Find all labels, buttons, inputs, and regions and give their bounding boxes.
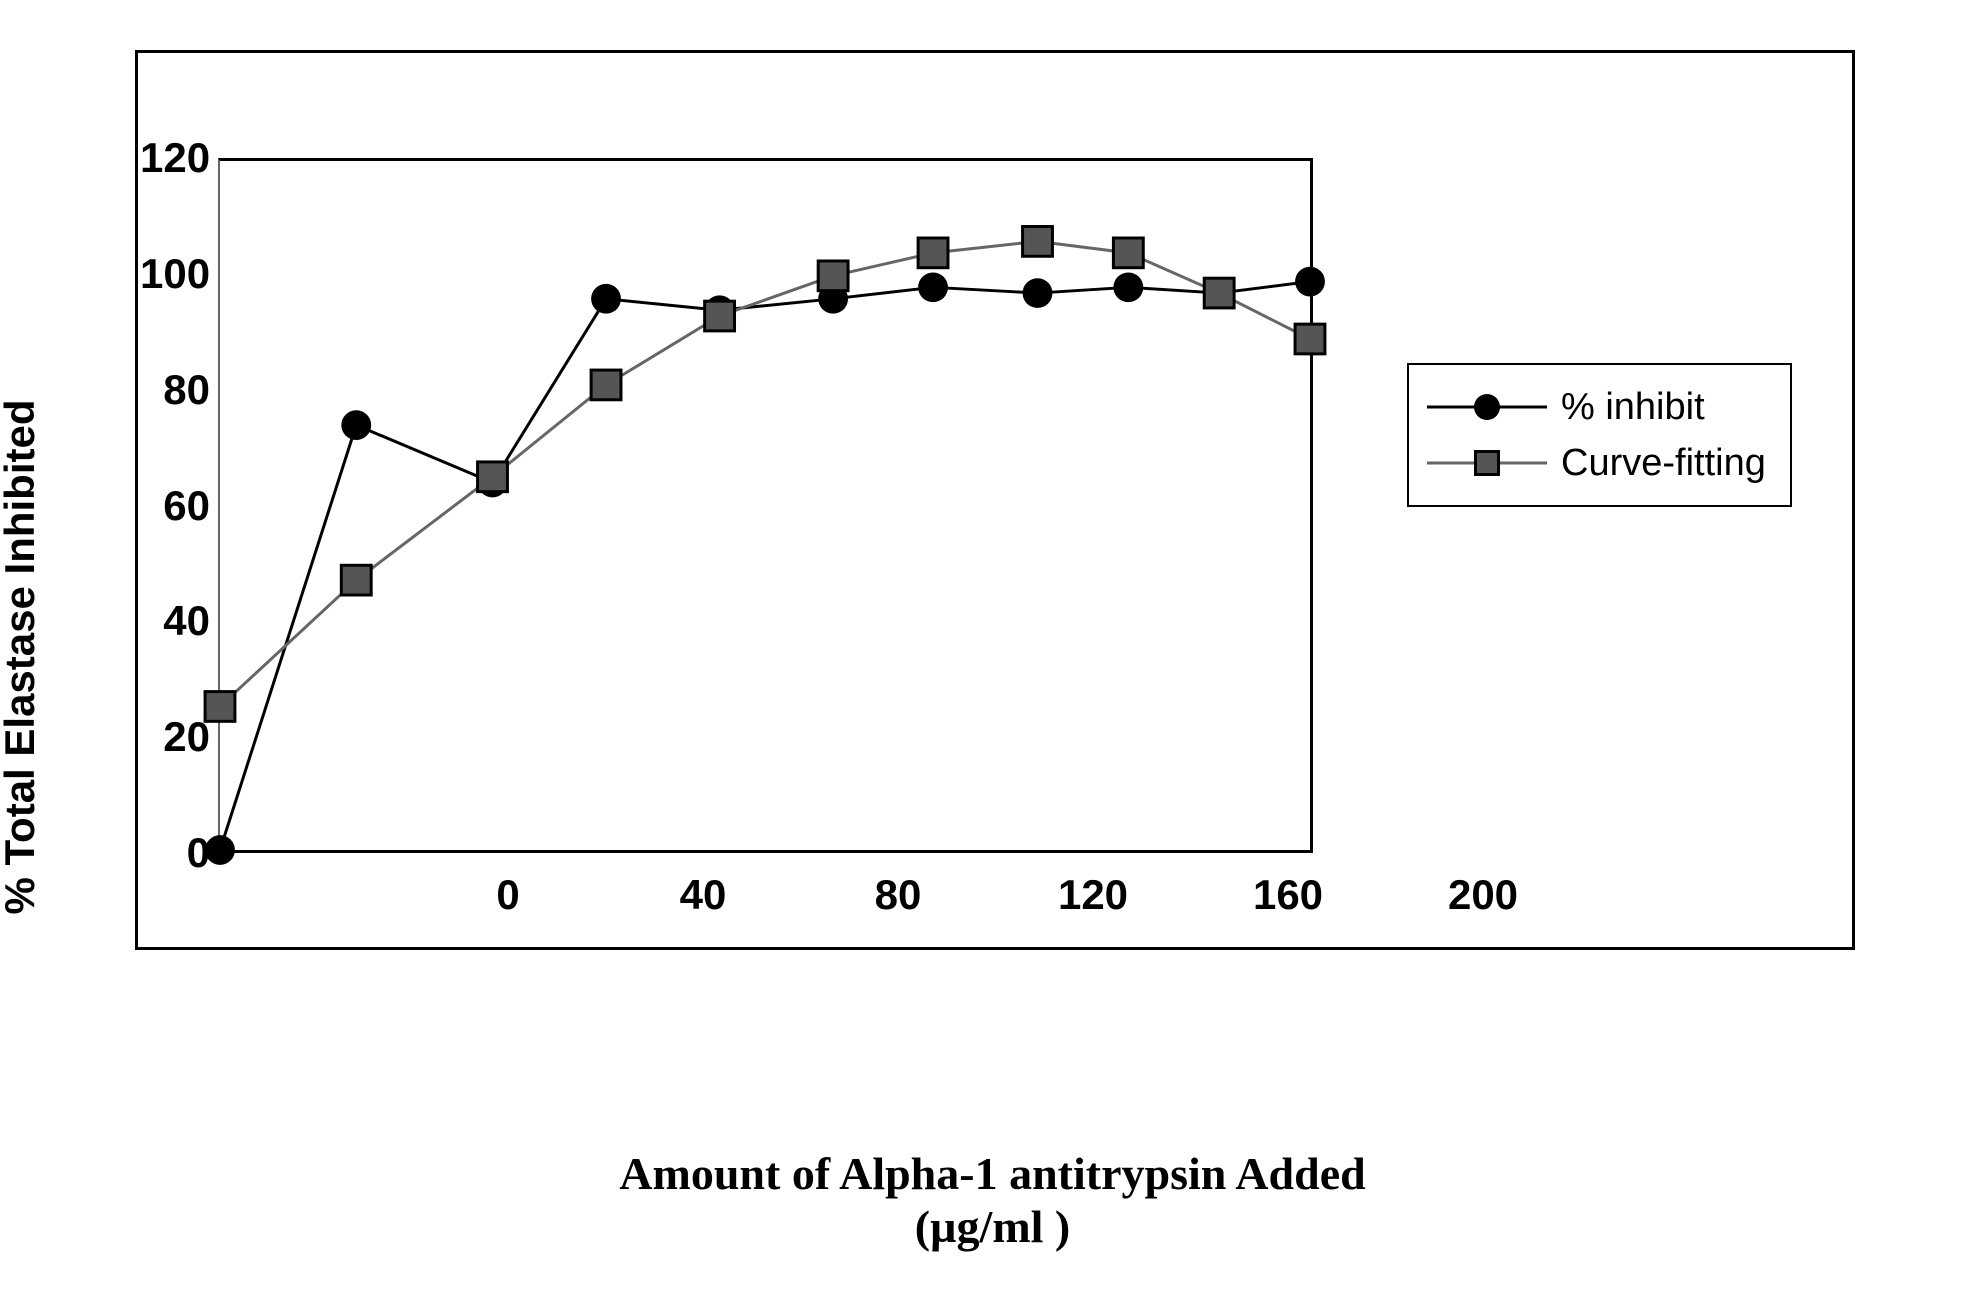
square-marker-icon — [1023, 227, 1053, 257]
legend: % inhibit Curve-fitting — [1407, 363, 1792, 507]
series-line-curve-fitting — [220, 241, 1310, 706]
xtick-label: 0 — [496, 871, 519, 919]
series-line-%-inhibit — [220, 282, 1310, 850]
circle-marker-icon — [591, 284, 621, 314]
circle-marker-icon — [918, 272, 948, 302]
xtick-label: 80 — [875, 871, 922, 919]
square-marker-icon — [1474, 450, 1500, 476]
xtick-label: 40 — [680, 871, 727, 919]
y-axis-label: % Total Elastase Inhibited — [0, 399, 44, 914]
ytick-label: 100 — [140, 250, 210, 298]
legend-sample-curvefit — [1427, 443, 1547, 483]
x-axis-label-line1: Amount of Alpha-1 antitrypsin Added — [0, 1147, 1985, 1200]
ytick-label: 40 — [140, 597, 210, 645]
legend-sample-inhibit — [1427, 387, 1547, 427]
xtick-label: 160 — [1253, 871, 1323, 919]
square-marker-icon — [818, 261, 848, 291]
square-marker-icon — [1295, 324, 1325, 354]
legend-label-curvefit: Curve-fitting — [1561, 442, 1766, 485]
x-axis-label-line2: (µg/ml ) — [0, 1200, 1985, 1253]
xtick-label: 120 — [1058, 871, 1128, 919]
legend-row-inhibit: % inhibit — [1427, 379, 1772, 435]
circle-marker-icon — [1023, 278, 1053, 308]
ytick-label: 20 — [140, 713, 210, 761]
legend-row-curvefit: Curve-fitting — [1427, 435, 1772, 491]
circle-marker-icon — [1295, 267, 1325, 297]
page: % Total Elastase Inhibited 0 20 40 60 80 100 1… — [0, 0, 1985, 1313]
ytick-label: 60 — [140, 482, 210, 530]
circle-marker-icon — [1113, 272, 1143, 302]
square-marker-icon — [591, 370, 621, 400]
square-marker-icon — [705, 301, 735, 331]
square-marker-icon — [1204, 278, 1234, 308]
chart-svg — [220, 161, 1310, 850]
ytick-label: 80 — [140, 366, 210, 414]
square-marker-icon — [1113, 238, 1143, 268]
plot-area — [218, 158, 1313, 853]
square-marker-icon — [478, 462, 508, 492]
chart-outer-frame: 0 20 40 60 80 100 120 0 40 80 120 160 200 % inhibit… — [135, 50, 1855, 950]
square-marker-icon — [918, 238, 948, 268]
circle-marker-icon — [1474, 394, 1500, 420]
circle-marker-icon — [341, 410, 371, 440]
ytick-label: 120 — [140, 134, 210, 182]
xtick-label: 200 — [1448, 871, 1518, 919]
ytick-label: 0 — [140, 829, 210, 877]
x-axis-label: Amount of Alpha-1 antitrypsin Added (µg/… — [0, 1147, 1985, 1253]
square-marker-icon — [341, 565, 371, 595]
legend-label-inhibit: % inhibit — [1561, 386, 1705, 429]
